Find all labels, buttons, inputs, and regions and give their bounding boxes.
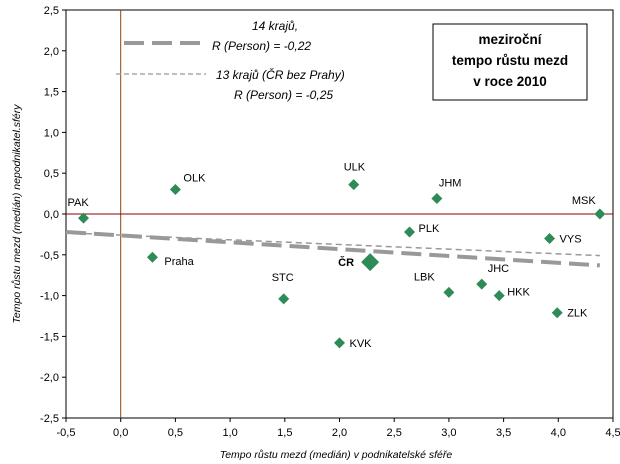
x-axis-label: Tempo růstu mezd (medián) v podnikatelsk… [220, 449, 453, 461]
y-tick-label: -2,5 [40, 413, 59, 425]
point-marker-zlk [551, 307, 563, 319]
point-label-praha: Praha [164, 256, 194, 268]
point-label-olk: OLK [183, 173, 206, 185]
point-label-plk: PLK [419, 223, 440, 235]
point-label-čr: ČR [338, 256, 354, 269]
x-tick-label: 4,5 [605, 427, 620, 439]
point-label-zlk: ZLK [567, 308, 588, 320]
data-points: PAK OLK Praha ULK JHM MSK PLK VYS STC LBK JHC HKK ZL… [68, 162, 606, 350]
y-tick-label: -2,0 [40, 372, 59, 384]
legend: 14 krajů, R (Person) = -0,22 13 krajů (Č… [116, 19, 345, 102]
y-tick-label: 1,5 [44, 87, 59, 99]
x-tick-label: 3,5 [496, 427, 511, 439]
point-marker-plk [404, 226, 416, 238]
x-tick-label: 3,0 [441, 427, 456, 439]
y-tick-label: -0,5 [40, 250, 59, 262]
x-tick-label: 4,0 [551, 427, 566, 439]
x-tick-label: 1,5 [277, 427, 292, 439]
legend-13-regions-name: 13 krajů (ČR bez Prahy) [216, 67, 345, 82]
point-marker-stc [278, 293, 290, 305]
x-tick-label: 2,0 [332, 427, 347, 439]
point-label-ulk: ULK [344, 162, 366, 174]
point-marker-praha [146, 251, 158, 263]
point-label-vys: VYS [560, 233, 582, 245]
title-frame [432, 23, 588, 101]
point-label-msk: MSK [572, 195, 597, 207]
y-tick-label: 0,0 [44, 209, 59, 221]
point-marker-lbk [443, 286, 455, 298]
chart-title-line-3: v roce 2010 [473, 74, 547, 89]
chart-title-line-1: meziroční [478, 32, 542, 47]
x-tick-label: 0,5 [168, 427, 183, 439]
point-marker-pak [78, 212, 90, 224]
point-marker-hkk [493, 290, 505, 302]
legend-13-regions-stat: R (Person) = -0,25 [234, 88, 333, 102]
legend-14-regions-name: 14 krajů, [252, 19, 298, 33]
trendline-13-regions [65, 232, 600, 257]
y-tick-label: 2,0 [44, 46, 59, 58]
x-tick-label: -0,5 [57, 427, 76, 439]
y-axis-label: Tempo růstu mezd (medián) nepodnikatel.s… [11, 104, 23, 324]
y-axis-ticks: 2,5 2,0 1,5 1,0 0,5 0,0 -0,5 -1,0 -1,5 -2,0 -2,5 [40, 5, 66, 425]
y-tick-label: -1,0 [40, 291, 59, 303]
y-tick-label: -1,5 [40, 331, 59, 343]
y-tick-label: 2,5 [44, 5, 59, 17]
x-tick-label: 2,5 [387, 427, 402, 439]
point-label-jhm: JHM [439, 177, 462, 189]
point-label-hkk: HKK [507, 287, 530, 299]
x-axis-ticks: -0,5 0,0 0,5 1,0 1,5 2,0 2,5 3,0 3,5 4,0 4,5 [57, 418, 620, 439]
point-label-pak: PAK [68, 197, 90, 209]
x-tick-label: 1,0 [222, 427, 237, 439]
point-marker-vys [544, 232, 556, 244]
title-box: meziroční tempo růstu mezd v roce 2010 [432, 23, 588, 101]
y-tick-label: 1,0 [44, 127, 59, 139]
point-marker-olk [169, 184, 181, 196]
point-marker-jhm [431, 192, 443, 204]
point-label-kvk: KVK [350, 338, 373, 350]
chart-title-line-2: tempo růstu mezd [452, 53, 568, 68]
point-marker-msk [594, 208, 606, 220]
trendline-14-regions [65, 229, 600, 268]
legend-14-regions-stat: R (Person) = -0,22 [212, 39, 311, 53]
point-marker-čr [361, 253, 380, 272]
point-marker-kvk [334, 337, 345, 349]
point-marker-ulk [348, 179, 360, 191]
point-label-stc: STC [272, 272, 294, 284]
y-tick-label: 0,5 [44, 168, 59, 180]
x-tick-label: 0,0 [113, 427, 128, 439]
point-label-jhc: JHC [488, 263, 509, 275]
point-marker-jhc [476, 278, 488, 290]
point-label-lbk: LBK [414, 271, 435, 283]
